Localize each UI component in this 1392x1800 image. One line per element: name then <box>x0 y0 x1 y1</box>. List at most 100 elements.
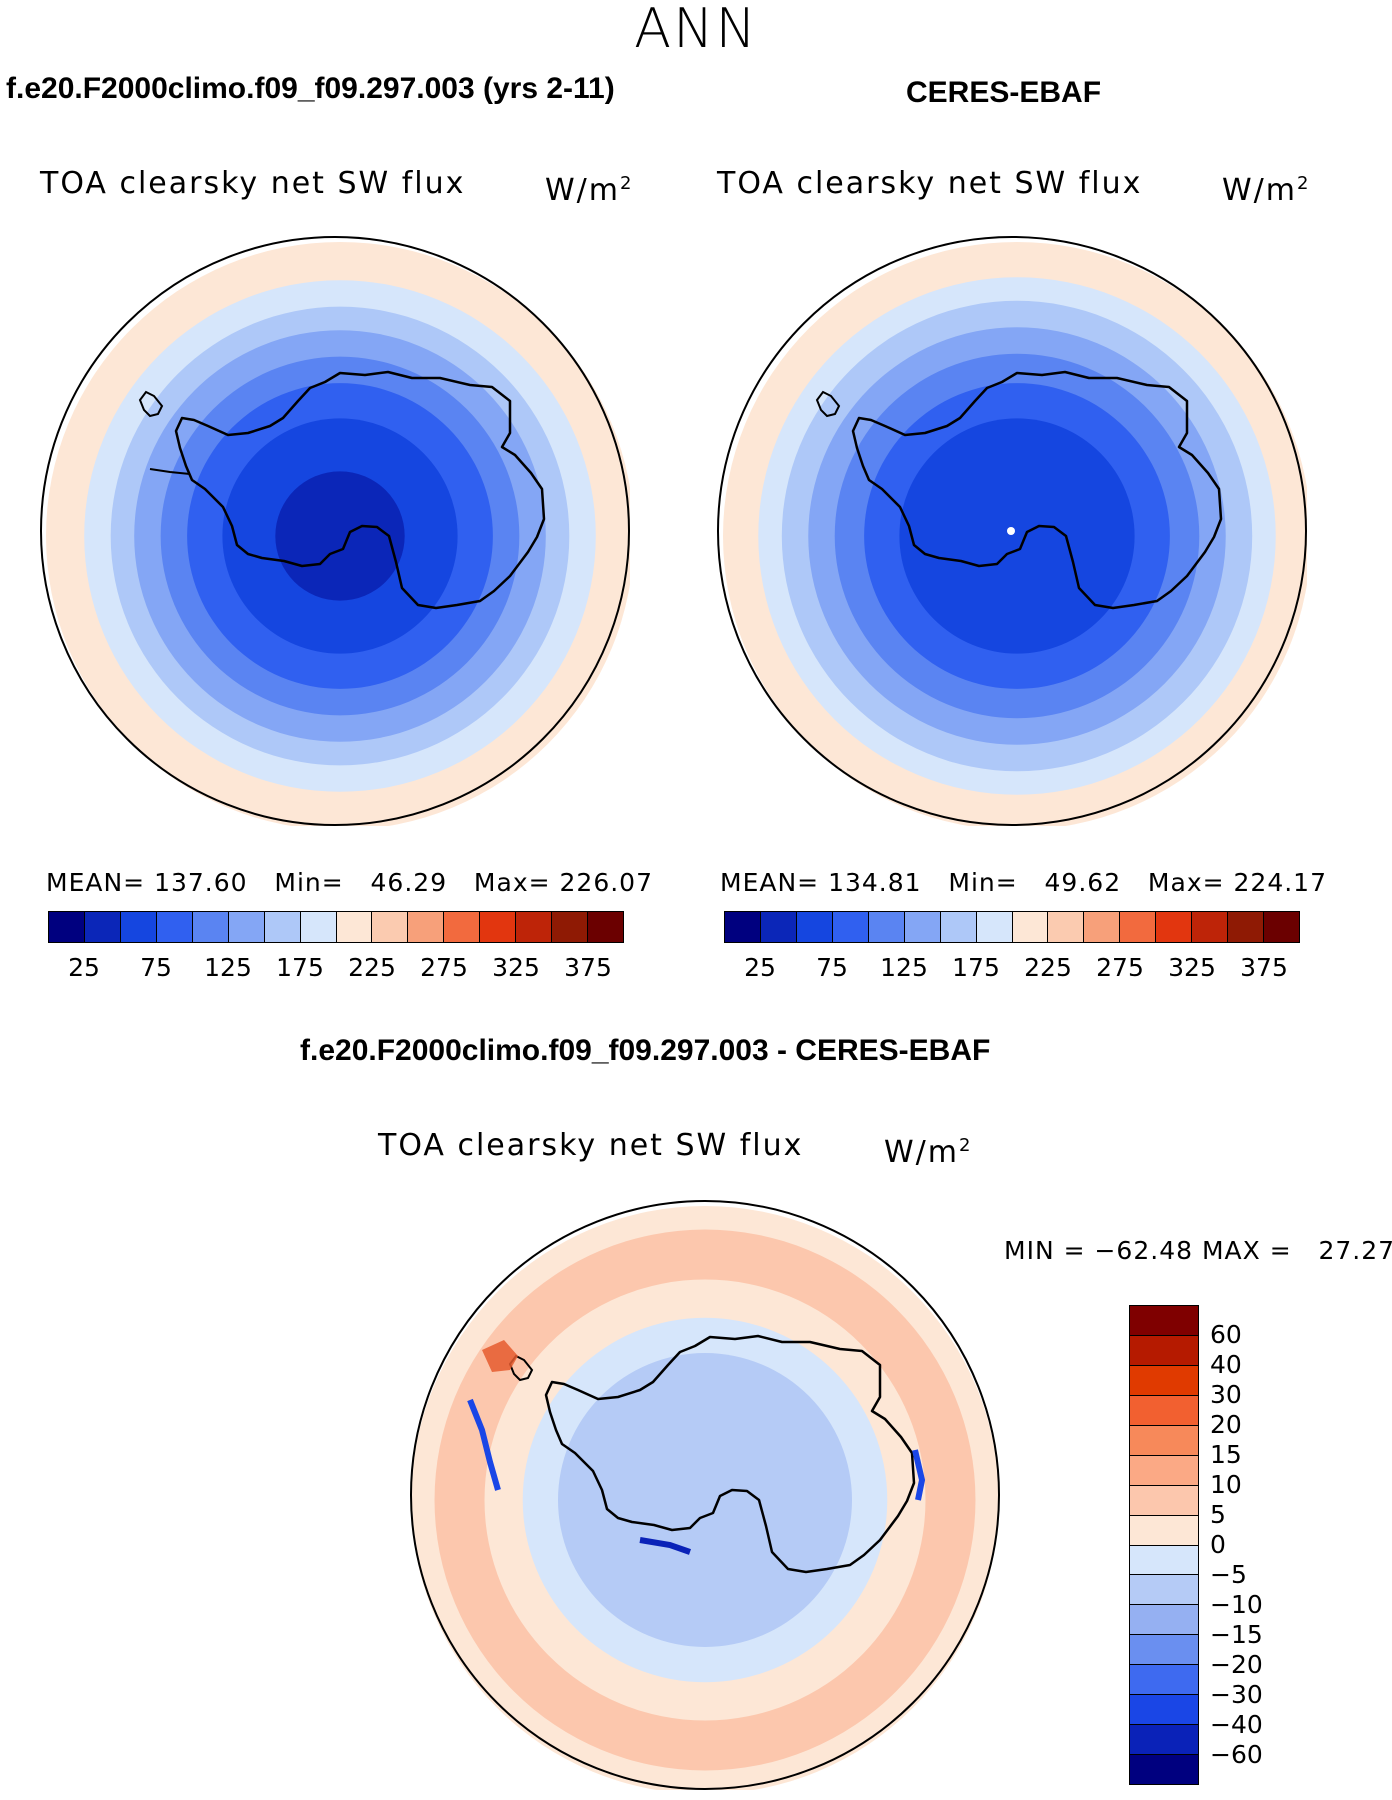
panel3-colorbar-swatch <box>1130 1365 1198 1396</box>
panel3-peninsula-coast <box>508 1354 534 1382</box>
panel1-colorbar-tick: 25 <box>68 953 100 982</box>
panel2-colorbar-tick: 75 <box>816 953 848 982</box>
panel1-ice-shelf-line <box>149 468 191 475</box>
panel2-colorbar <box>724 911 1300 943</box>
panel3-variable-title: TOA clearsky net SW flux <box>378 1128 804 1163</box>
panel1-colorbar-swatch <box>84 912 121 942</box>
panel1-peninsula-coast <box>138 390 164 418</box>
panel3-colorbar-labels: 60 40 30 20 15 10 5 0 −5 −10 −15 −20 −30 −40 −60 <box>1210 1320 1300 1785</box>
panel2-colorbar-swatch <box>1012 912 1049 942</box>
panel3-colorbar-swatch <box>1130 1605 1198 1636</box>
panel3-colorbar-swatch <box>1130 1665 1198 1696</box>
panel1-map <box>40 236 630 826</box>
panel1-colorbar-swatch <box>408 912 445 942</box>
panel2-units: W/m2 <box>1222 173 1311 208</box>
panel1-colorbar-swatch <box>516 912 553 942</box>
panel2-colorbar-swatch <box>1156 912 1193 942</box>
panel2-variable-title: TOA clearsky net SW flux <box>717 166 1143 201</box>
panel3-field-contour--8 <box>558 1353 852 1647</box>
panel1-field-contour-45 <box>275 471 405 601</box>
panel2-antarctica-land <box>851 370 1223 610</box>
panel3-positive-anomaly-patch <box>482 1340 518 1372</box>
panel3-stats: MIN = −62.48 MAX = 27.27 <box>1004 1236 1392 1265</box>
panel1-colorbar-swatch <box>444 912 481 942</box>
panel3-colorbar-label: 30 <box>1210 1380 1242 1409</box>
panel3-colorbar-label: 40 <box>1210 1350 1242 1379</box>
panel1-colorbar-swatch <box>480 912 517 942</box>
panel1-colorbar-swatch <box>336 912 373 942</box>
panel3-colorbar-swatch <box>1130 1425 1198 1456</box>
panel1-colorbar-swatch <box>264 912 301 942</box>
panel3-colorbar <box>1129 1305 1199 1785</box>
panel3-colorbar-swatch <box>1130 1395 1198 1426</box>
panel3-colorbar-label: 15 <box>1210 1440 1242 1469</box>
panel2-map <box>717 236 1307 826</box>
panel3-field <box>411 1206 999 1790</box>
panel1-colorbar-tick: 75 <box>140 953 172 982</box>
panel3-case-title: f.e20.F2000climo.f09_f09.297.003 - CERES… <box>300 1034 991 1067</box>
panel2-colorbar-tick: 375 <box>1240 953 1288 982</box>
panel3-colorbar-swatch <box>1130 1306 1198 1336</box>
panel2-colorbar-swatch <box>760 912 797 942</box>
panel3-colorbar-swatch <box>1130 1485 1198 1516</box>
panel1-colorbar-tick: 325 <box>492 953 540 982</box>
panel2-colorbar-swatch <box>796 912 833 942</box>
panel2-field-contour-60 <box>899 418 1135 654</box>
panel3-colorbar-swatch <box>1130 1635 1198 1666</box>
panel3-map <box>410 1200 1000 1790</box>
panel3-colorbar-label: 60 <box>1210 1320 1242 1349</box>
season-title: ANN <box>634 0 758 60</box>
panel2-colorbar-tick: 125 <box>880 953 928 982</box>
panel1-variable-title: TOA clearsky net SW flux <box>40 166 466 201</box>
panel1-colorbar-swatch <box>228 912 265 942</box>
panel3-units: W/m2 <box>884 1135 973 1170</box>
panel3-colorbar-label: 20 <box>1210 1410 1242 1439</box>
panel3-colorbar-swatch <box>1130 1515 1198 1546</box>
panel1-colorbar-swatch <box>192 912 229 942</box>
panel3-negative-anomaly-coast-west <box>467 1398 501 1491</box>
panel3-colorbar-swatch <box>1130 1455 1198 1486</box>
panel2-colorbar-swatch <box>940 912 977 942</box>
panel1-colorbar <box>48 911 624 943</box>
panel3-colorbar-label: 10 <box>1210 1470 1242 1499</box>
panel2-colorbar-swatch <box>832 912 869 942</box>
panel2-colorbar-swatch <box>1192 912 1229 942</box>
panel1-antarctica-land <box>174 370 546 610</box>
panel3-map-border <box>410 1200 1000 1790</box>
panel1-colorbar-ticks: 25 75 125 175 225 275 325 375 <box>48 953 624 985</box>
panel3-negative-anomaly-coast-south <box>639 1537 691 1555</box>
panel2-colorbar-swatch <box>1228 912 1265 942</box>
panel2-colorbar-swatch <box>1264 912 1299 942</box>
panel1-colorbar-swatch <box>552 912 589 942</box>
panel3-colorbar-label: −20 <box>1210 1650 1263 1679</box>
panel2-colorbar-swatch <box>1048 912 1085 942</box>
panel1-colorbar-tick: 175 <box>276 953 324 982</box>
panel1-colorbar-swatch <box>156 912 193 942</box>
panel2-colorbar-tick: 225 <box>1024 953 1072 982</box>
panel3-colorbar-swatch <box>1130 1545 1198 1576</box>
panel2-colorbar-swatch <box>868 912 905 942</box>
panel2-colorbar-tick: 175 <box>952 953 1000 982</box>
panel2-map-border <box>717 236 1307 826</box>
panel1-units: W/m2 <box>545 173 634 208</box>
panel2-colorbar-tick: 275 <box>1096 953 1144 982</box>
panel3-colorbar-label: −60 <box>1210 1740 1263 1769</box>
panel3-colorbar-label: −10 <box>1210 1590 1263 1619</box>
panel3-colorbar-label: 5 <box>1210 1500 1226 1529</box>
panel2-colorbar-swatch <box>1120 912 1157 942</box>
panel1-colorbar-swatch <box>49 912 85 942</box>
panel3-colorbar-label: −40 <box>1210 1710 1263 1739</box>
panel3-colorbar-label: −30 <box>1210 1680 1263 1709</box>
panel1-colorbar-tick: 275 <box>420 953 468 982</box>
panel2-colorbar-swatch <box>725 912 761 942</box>
panel1-stats: MEAN= 137.60 Min= 46.29 Max= 226.07 <box>46 868 653 897</box>
panel3-colorbar-swatch <box>1130 1755 1198 1784</box>
panel1-colorbar-swatch <box>588 912 623 942</box>
panel1-case-title: f.e20.F2000climo.f09_f09.297.003 (yrs 2-… <box>6 72 615 105</box>
panel3-colorbar-label: −15 <box>1210 1620 1263 1649</box>
panel3-colorbar-label: 0 <box>1210 1530 1226 1559</box>
panel2-colorbar-tick: 25 <box>744 953 776 982</box>
panel2-stats: MEAN= 134.81 Min= 49.62 Max= 224.17 <box>720 868 1327 897</box>
panel1-colorbar-tick: 125 <box>204 953 252 982</box>
panel2-colorbar-swatch <box>1084 912 1121 942</box>
